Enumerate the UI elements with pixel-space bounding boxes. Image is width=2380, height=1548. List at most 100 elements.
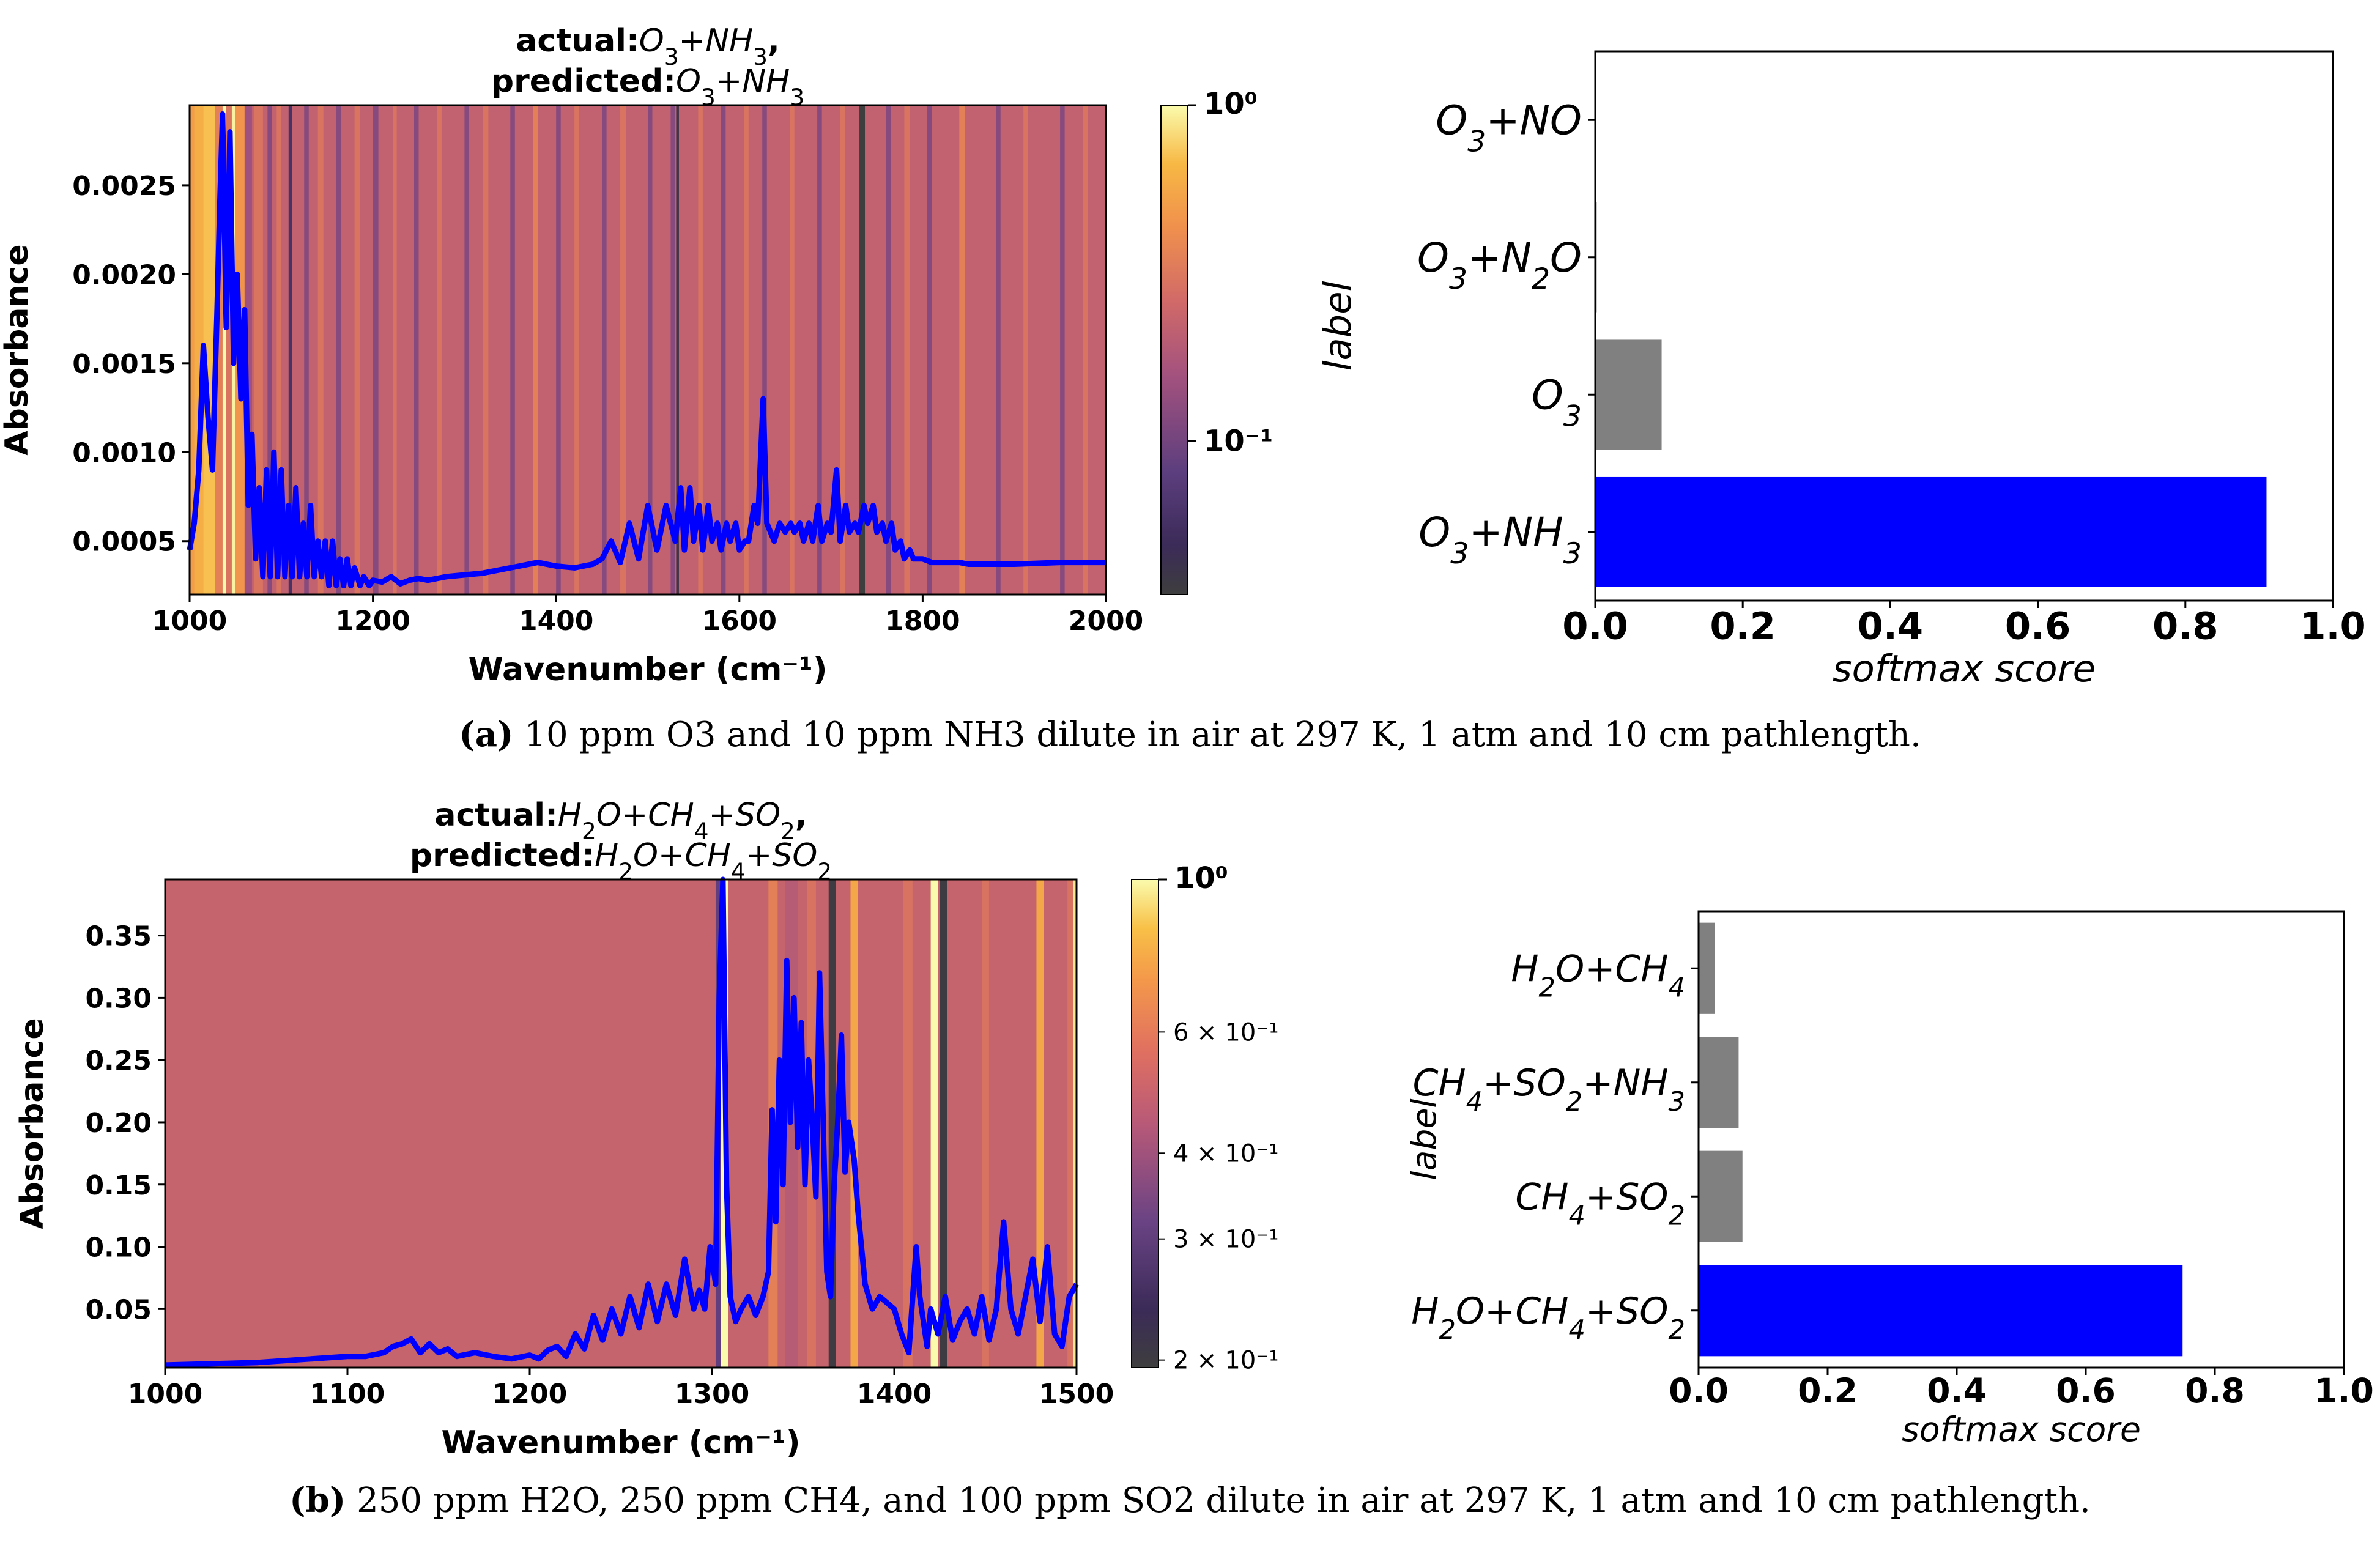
attention-band [226,105,232,594]
attention-band [1036,880,1044,1368]
x-axis-label: softmax score [1902,1410,2141,1450]
caption-b-letter: (b) [289,1480,346,1520]
attention-band [556,105,561,594]
attention-band [850,880,858,1368]
x-tick-label: 0.8 [2185,1372,2245,1411]
plot-frame [164,878,1078,1369]
y-tick-label: 0.0005 [72,527,176,558]
category-label: H2O+CH4 [1511,947,1685,1003]
x-tick-label: 1.0 [2314,1372,2374,1411]
y-tick-label: 0.05 [85,1294,152,1325]
x-tick-label: 1300 [675,1379,749,1410]
x-tick-label: 0.2 [1710,605,1776,648]
x-axis-label: softmax score [1833,648,2096,691]
attention-band [354,105,360,594]
y-tick-label: 0.0025 [72,171,176,202]
attention-band [676,105,679,594]
x-tick-label: 1000 [128,1379,202,1410]
x-tick-label: 2000 [1069,605,1143,637]
y-tick-label: 0.30 [85,983,152,1014]
attention-band [267,105,272,594]
y-tick-label: 0.35 [85,921,152,952]
attention-band [886,105,891,594]
attention-band [510,105,515,594]
score-bar [1699,1150,1743,1242]
panel-b-spectrum: 1000 1100 1200 1300 1400 1500 0.05 0.10 0.15 0.20… [14,797,1278,1461]
spectrum-line [187,111,1106,588]
spectrum-line [165,876,1079,1368]
caption-b-text: 250 ppm H2O, 250 ppm CH4, and 100 ppm SO… [357,1481,2091,1520]
colorbar-label: 10⁰ [1174,861,1228,895]
plot-frame [188,104,1107,596]
x-tick-label: 0.4 [1858,605,1924,648]
attention-band [288,105,292,594]
attention-band [940,880,947,1368]
attention-band [393,105,397,594]
caption-a-letter: (a) [459,714,514,755]
caption-b: (b) 250 ppm H2O, 250 ppm CH4, and 100 pp… [0,1480,2380,1520]
attention-band [904,105,910,594]
attention-band [828,880,836,1368]
colorbar-label: 4 × 10⁻¹ [1173,1139,1278,1168]
chart-title-actual: actual:H2O+CH4+SO2, [434,797,807,845]
x-tick-label: 0.0 [1562,605,1628,648]
chart-title-predicted: predicted:H2O+CH4+SO2 [410,837,832,885]
y-tick-label: 0.15 [85,1170,152,1201]
attention-band [721,105,726,594]
attention-band [483,105,489,594]
x-tick-label: 1500 [1039,1379,1114,1410]
score-bar [1699,1037,1739,1128]
category-label: O3 [1532,371,1582,433]
category-label: O3+NO [1436,97,1582,158]
attention-band [464,105,469,594]
plot-frame [1697,910,2345,1369]
attention-band [533,105,538,594]
attention-band [648,105,653,594]
attention-band [215,105,223,594]
y-axis-label: label [1405,1098,1444,1180]
colorbar-label: 2 × 10⁻¹ [1173,1347,1278,1375]
attention-band [927,105,932,594]
attention-band [574,105,579,594]
attention-band [414,105,419,594]
x-tick-label: 1100 [310,1379,385,1410]
category-label: H2O+CH4+SO2 [1411,1290,1685,1346]
x-tick-label: 1.0 [2300,605,2366,648]
x-axis-label: Wavenumber (cm⁻¹) [442,1424,801,1461]
attention-band [1067,880,1073,1368]
panel-b-scores: H2O+CH4 CH4+SO2+NH3 CH4+SO2 H2O+CH4+SO2 0.0 0… [1405,910,2374,1450]
caption-a-text: 10 ppm O3 and 10 ppm NH3 dilute in air a… [524,715,1921,755]
x-tick-label: 1800 [885,605,960,637]
x-tick-label: 1400 [857,1379,932,1410]
category-label: O3+N2O [1417,234,1582,296]
x-axis-label: Wavenumber (cm⁻¹) [469,651,828,688]
y-tick-label: 0.20 [85,1108,152,1139]
attention-band [244,105,252,594]
attention-band [620,105,626,594]
attention-band [373,105,379,594]
attention-band [959,105,965,594]
score-bar [1699,1265,2183,1357]
attention-band [317,105,324,594]
attention-band [602,105,607,594]
attention-band [790,105,795,594]
x-tick-label: 0.8 [2152,605,2219,648]
y-tick-label: 0.25 [85,1045,152,1076]
attention-band [996,105,1001,594]
attention-band [744,105,749,594]
attention-band [698,105,703,594]
score-bar [1595,339,1662,450]
score-bar [1595,476,2267,587]
x-tick-label: 0.6 [2056,1372,2116,1411]
attention-band [304,105,309,594]
attention-band [817,105,822,594]
attention-band [190,105,195,594]
attention-band [1060,105,1065,594]
x-tick-label: 1200 [492,1379,567,1410]
y-tick-label: 0.0020 [72,259,176,291]
x-tick-label: 0.0 [1669,1372,1729,1411]
category-label: O3+NH3 [1418,509,1582,571]
chart-title-actual: actual:O3+NH3, [516,23,779,70]
attention-band [982,880,989,1368]
